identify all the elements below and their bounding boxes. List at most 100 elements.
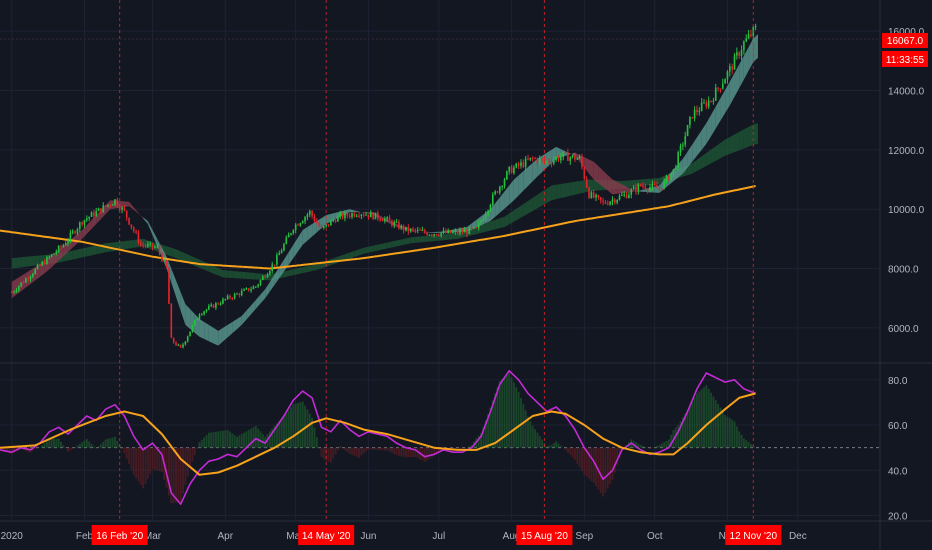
histogram-bar [67,447,69,452]
candle-body [334,220,337,222]
candle-body [480,220,482,223]
histogram-bar [388,447,391,452]
slow-ribbon [246,272,252,280]
histogram-bar [555,441,558,448]
histogram-bar [278,421,281,448]
histogram-bar [552,443,555,448]
candle-body [269,270,271,275]
histogram-bar [649,447,651,450]
slow-ribbon [537,191,543,209]
candle-body [163,260,166,262]
candle-body [719,88,722,90]
slow-ribbon [377,243,383,251]
fast-ribbon [133,207,139,214]
candle-body [400,225,403,229]
fast-ribbon [532,158,538,182]
histogram-bar [677,425,680,448]
candle-body [132,227,135,232]
fast-ribbon [696,130,702,156]
slow-ribbon [574,181,580,195]
histogram-bar [85,438,88,448]
candle-body [562,151,565,157]
histogram-bar [360,447,363,456]
fast-ribbon [208,324,214,344]
candle-body [142,244,144,246]
histogram-bar [656,445,659,448]
slow-ribbon [452,232,458,240]
histogram-bar [226,430,229,448]
histogram-bar [578,447,581,468]
candle-body [144,245,147,247]
event-marker-badge [516,525,573,545]
candle-body [494,191,496,195]
candle-body [205,309,208,312]
histogram-bar [719,407,722,448]
candle-body [121,207,123,210]
candle-body [750,34,752,37]
fast-ribbon [288,244,294,265]
fast-ribbon [246,305,252,320]
fast-ribbon [589,159,594,180]
histogram-bar [735,426,738,448]
histogram-bar [581,447,583,472]
candle-body [463,230,466,233]
histogram-bar [412,447,414,458]
histogram-bar [3,447,6,452]
histogram-bar [369,447,372,450]
candle-body [501,186,504,188]
fast-ribbon [617,181,622,194]
event-marker-label: 16 Feb '20 [96,531,143,542]
candle-body [388,217,391,221]
candle-body [672,168,675,174]
candle-body [186,336,189,342]
histogram-bar [95,447,98,449]
histogram-bar [733,421,736,448]
countdown-badge-bg [882,51,928,67]
candle-body [165,260,168,268]
histogram-bar [69,447,72,451]
slow-ribbon [420,236,425,243]
candle-body [39,264,41,266]
histogram-bar [193,447,196,456]
histogram-bar [198,442,201,448]
histogram-bar [238,435,241,448]
histogram-bar [318,446,321,448]
candle-body [323,226,325,229]
histogram-bar [55,438,58,448]
histogram-bar [599,447,602,494]
histogram-bar [306,409,309,448]
candle-body [41,261,44,266]
slow-ribbon [21,256,26,268]
candle-body [189,331,191,337]
candle-body [736,52,738,56]
histogram-bar [660,443,663,448]
candle-body [710,100,712,102]
histogram-bar [116,440,119,448]
slow-ribbon [86,246,92,257]
price-tick-label: 16000.0 [888,27,925,38]
rsi-signal-line [0,392,756,476]
fast-ribbon [377,214,383,220]
histogram-bar [606,447,609,489]
histogram-bar [665,440,668,448]
candle-body [184,341,187,345]
fast-ribbon [293,237,299,259]
candle-body [243,289,245,291]
slow-ribbon [518,204,524,219]
fast-ribbon [603,170,608,191]
fast-ribbon [725,81,730,114]
candle-body [93,212,95,217]
candle-body [177,344,180,346]
candle-body [517,163,520,166]
slow-ribbon [208,263,214,274]
fast-ribbon [387,219,392,225]
candle-body [365,214,367,216]
candle-body [86,218,88,220]
candle-body [200,314,203,316]
candle-body [374,212,377,220]
candle-body [24,278,27,283]
slow-ribbon [645,178,651,186]
time-tick-label: Feb [76,531,94,542]
candle-body [320,226,323,229]
